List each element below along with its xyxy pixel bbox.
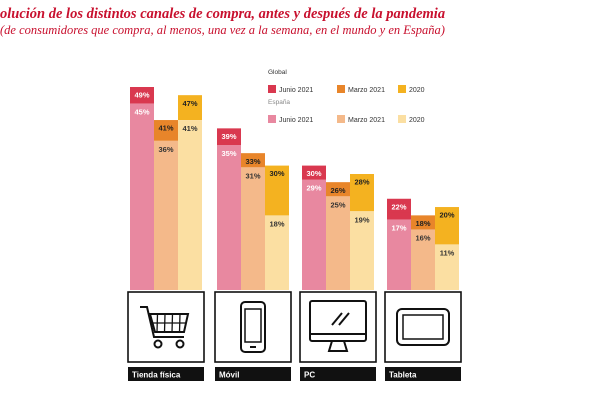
- bar-global-cap: [350, 174, 374, 188]
- data-label-global: 28%: [354, 178, 369, 187]
- bar-espana: [302, 179, 326, 290]
- bar-global-cap: [178, 95, 202, 110]
- bar-espana: [387, 219, 411, 290]
- data-label-espana: 45%: [134, 108, 149, 117]
- bar-espana: [435, 244, 459, 290]
- bar-espana: [217, 145, 241, 290]
- data-label-global: 49%: [134, 91, 149, 100]
- data-label-espana: 41%: [182, 124, 197, 133]
- legend-swatch: [398, 85, 406, 93]
- category-label: Tableta: [389, 371, 417, 380]
- legend-label: 2020: [409, 87, 425, 94]
- bar-global-cap: [154, 120, 178, 135]
- category-label-bg: [128, 367, 204, 381]
- category-label: PC: [304, 371, 315, 380]
- legend-swatch: [398, 115, 406, 123]
- legend-swatch: [337, 115, 345, 123]
- desktop-monitor-icon: [309, 300, 367, 352]
- bar-global-cap: [387, 198, 411, 213]
- bar-global-cap: [265, 165, 289, 180]
- data-label-espana: 29%: [306, 184, 321, 193]
- bar-global-cap: [130, 87, 154, 101]
- legend-group-title: Global: [268, 69, 287, 76]
- bar-global-cap: [302, 165, 326, 180]
- category-icon-box: [214, 291, 292, 363]
- data-label-espana: 18%: [269, 219, 284, 228]
- bar-global-cap: [241, 153, 265, 168]
- data-label-espana: 16%: [415, 233, 430, 242]
- data-label-global: 26%: [330, 186, 345, 195]
- bar-global-cap: [435, 207, 459, 222]
- bar-global-cap: [217, 128, 241, 143]
- bar-espana: [130, 103, 154, 290]
- legend-label: Marzo 2021: [348, 117, 385, 124]
- legend-swatch: [268, 85, 276, 93]
- chart-subtitle: (de consumidores que compra, al menos, u…: [0, 23, 445, 37]
- data-label-espana: 19%: [354, 215, 369, 224]
- category-label-bg: [300, 367, 376, 381]
- chart-title: olución de los distintos canales de comp…: [0, 6, 446, 22]
- bar-espana: [178, 120, 202, 291]
- data-label-global: 41%: [158, 124, 173, 133]
- data-label-global: 39%: [221, 132, 236, 141]
- legend-label: Junio 2021: [279, 117, 313, 124]
- legend-swatch: [337, 85, 345, 93]
- bar-global-cap: [326, 182, 350, 197]
- bar-global-cap: [411, 215, 435, 230]
- data-label-global: 30%: [306, 169, 321, 178]
- category-label-bg: [385, 367, 461, 381]
- data-label-global: 33%: [245, 157, 260, 166]
- data-label-espana: 25%: [330, 200, 345, 209]
- data-label-global: 47%: [182, 99, 197, 108]
- legend-label: 2020: [409, 117, 425, 124]
- bar-espana: [241, 167, 265, 290]
- data-label-espana: 35%: [221, 149, 236, 158]
- data-label-espana: 36%: [158, 145, 173, 154]
- bar-espana: [326, 196, 350, 290]
- legend-label: Junio 2021: [279, 87, 313, 94]
- data-label-espana: 31%: [245, 171, 260, 180]
- category-label: Móvil: [219, 371, 239, 380]
- data-label-espana: 17%: [391, 224, 406, 233]
- legend-label: Marzo 2021: [348, 87, 385, 94]
- data-label-global: 18%: [415, 219, 430, 228]
- bar-espana: [154, 140, 178, 290]
- category-label-bg: [215, 367, 291, 381]
- category-label: Tienda física: [132, 371, 181, 380]
- tablet-icon: [396, 308, 450, 346]
- mobile-phone-icon: [240, 301, 266, 353]
- data-label-global: 30%: [269, 169, 284, 178]
- data-label-global: 22%: [391, 202, 406, 211]
- bar-espana: [265, 215, 289, 290]
- legend-group-title: España: [268, 99, 290, 106]
- shopping-cart-icon: [140, 306, 190, 349]
- category-icon-box: [127, 291, 205, 363]
- data-label-espana: 11%: [440, 248, 455, 257]
- bar-espana: [411, 229, 435, 290]
- legend-swatch: [268, 115, 276, 123]
- bar-espana: [350, 211, 374, 290]
- data-label-global: 20%: [439, 211, 454, 220]
